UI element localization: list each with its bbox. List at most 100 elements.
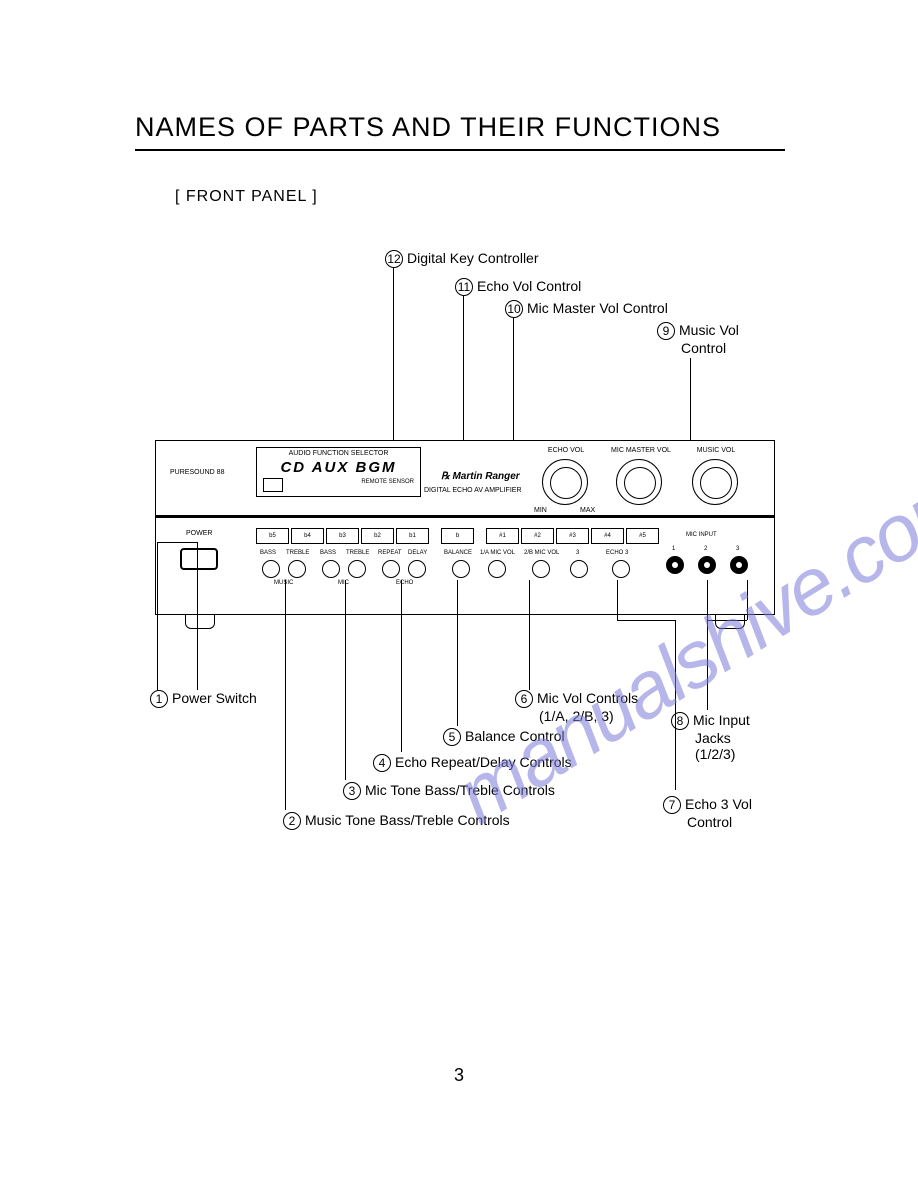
- mic-tone-knobs: [318, 560, 370, 578]
- callout-5-line: [457, 580, 458, 726]
- callout-11-num: 11: [455, 278, 473, 296]
- page-number: 3: [0, 1065, 918, 1086]
- callout-7: 7Echo 3 Vol Control: [663, 796, 752, 830]
- echo-group-label: ECHO: [396, 580, 413, 586]
- echo-ctrl-knobs: [378, 560, 430, 578]
- delay-knob: [408, 560, 426, 578]
- callout-8-line: [707, 580, 708, 710]
- device-bottom-section: POWER b5 b4 b3 b2 b1 b #1 #2 #3 #4 #5 BA…: [156, 516, 774, 614]
- callout-3-label: Mic Tone Bass/Treble Controls: [365, 782, 555, 798]
- callout-2-num: 2: [283, 812, 301, 830]
- mic-vol-knob: [570, 560, 588, 578]
- echo-vol-knob: [542, 459, 588, 505]
- echo3-knob-group: [608, 560, 634, 578]
- mic-input-label: MIC INPUT: [686, 532, 717, 538]
- callout-10: 10Mic Master Vol Control: [505, 300, 668, 318]
- callout-7-line: [617, 580, 618, 620]
- max-label-1: MAX: [580, 507, 595, 514]
- bass-label-2: BASS: [320, 550, 336, 556]
- callout-7-num: 7: [663, 796, 681, 814]
- key-btn: b5: [256, 528, 289, 544]
- callout-12: 12Digital Key Controller: [385, 250, 539, 268]
- bass-label-1: BASS: [260, 550, 276, 556]
- balance-label: BALANCE: [444, 550, 472, 556]
- page-title: NAMES OF PARTS AND THEIR FUNCTIONS: [135, 112, 785, 151]
- model-label: PURESOUND 88: [170, 469, 224, 476]
- callout-11-label: Echo Vol Control: [477, 278, 581, 294]
- callout-6-label: Mic Vol Controls: [537, 690, 638, 706]
- bass-knob: [262, 560, 280, 578]
- device-panel: PURESOUND 88 AUDIO FUNCTION SELECTOR CD …: [155, 440, 775, 615]
- callout-5-label: Balance Control: [465, 728, 565, 744]
- key-btn: #3: [556, 528, 589, 544]
- callout-6-num: 6: [515, 690, 533, 708]
- selector-title: AUDIO FUNCTION SELECTOR: [257, 450, 420, 457]
- callout-1: 1Power Switch: [150, 690, 257, 708]
- callout-8-label3: (1/2/3): [695, 746, 750, 762]
- callout-4-label: Echo Repeat/Delay Controls: [395, 754, 572, 770]
- echo-vol-label: ECHO VOL: [536, 447, 596, 454]
- callout-10-label: Mic Master Vol Control: [527, 300, 668, 316]
- device-foot-icon: [715, 615, 745, 629]
- balance-knob: [452, 560, 470, 578]
- callout-1-line2: [157, 542, 158, 690]
- mic-group-label: MIC: [338, 580, 349, 586]
- balance-knob-group: [448, 560, 474, 578]
- callout-9-num: 9: [657, 322, 675, 340]
- key-btn: b: [441, 528, 474, 544]
- callout-1-hline: [157, 542, 197, 543]
- remote-sensor-icon: [263, 478, 283, 492]
- callout-3-line: [345, 580, 346, 780]
- key-button-row: b5 b4 b3 b2 b1 b #1 #2 #3 #4 #5: [256, 528, 659, 544]
- callout-5-num: 5: [443, 728, 461, 746]
- callout-9-label2: Control: [681, 340, 739, 356]
- music-group-label: MUSIC: [274, 580, 293, 586]
- callout-1-num: 1: [150, 690, 168, 708]
- callout-9: 9Music Vol Control: [657, 322, 739, 356]
- music-tone-knobs: [258, 560, 310, 578]
- device-top-section: PURESOUND 88 AUDIO FUNCTION SELECTOR CD …: [156, 441, 774, 516]
- callout-6-line: [529, 580, 530, 690]
- music-vol-knob: [692, 459, 738, 505]
- callout-2: 2Music Tone Bass/Treble Controls: [283, 812, 510, 830]
- callout-8: 8Mic Input Jacks (1/2/3): [671, 712, 750, 762]
- repeat-label: REPEAT: [378, 550, 402, 556]
- key-btn: #2: [521, 528, 554, 544]
- callout-12-line: [393, 268, 394, 448]
- delay-label: DELAY: [408, 550, 427, 556]
- mic-master-knob: [616, 459, 662, 505]
- echo3-label: ECHO 3: [606, 550, 628, 556]
- callout-3: 3Mic Tone Bass/Treble Controls: [343, 782, 555, 800]
- callout-4: 4Echo Repeat/Delay Controls: [373, 754, 572, 772]
- treble-label-1: TREBLE: [286, 550, 309, 556]
- music-vol-label: MUSIC VOL: [686, 447, 746, 454]
- treble-label-2: TREBLE: [346, 550, 369, 556]
- mic-vol-3-label: 3: [576, 550, 579, 556]
- bass-knob: [322, 560, 340, 578]
- section-subtitle: [ FRONT PANEL ]: [175, 188, 318, 206]
- callout-10-line: [513, 318, 514, 458]
- callout-12-num: 12: [385, 250, 403, 268]
- callout-2-label: Music Tone Bass/Treble Controls: [305, 812, 510, 828]
- callout-6: 6Mic Vol Controls (1/A, 2/B, 3): [515, 690, 638, 724]
- callout-5: 5Balance Control: [443, 728, 565, 746]
- callout-7-hline: [617, 620, 675, 621]
- mic-jack-2-icon: [698, 556, 716, 574]
- callout-6-label2: (1/A, 2/B, 3): [539, 708, 638, 724]
- callout-2-line: [285, 580, 286, 810]
- key-btn: #5: [626, 528, 659, 544]
- callout-4-line: [401, 580, 402, 752]
- treble-knob: [288, 560, 306, 578]
- callout-8-line2: [747, 580, 748, 620]
- mic-vol-knob: [488, 560, 506, 578]
- callout-8-hline: [707, 620, 747, 621]
- callout-1-line: [197, 542, 198, 690]
- key-btn: #1: [486, 528, 519, 544]
- callout-7-label2: Control: [687, 814, 752, 830]
- device-foot-icon: [185, 615, 215, 629]
- callout-10-num: 10: [505, 300, 523, 318]
- callout-1-label: Power Switch: [172, 690, 257, 706]
- power-button-icon: [180, 548, 218, 570]
- front-panel-diagram: 12Digital Key Controller 11Echo Vol Cont…: [155, 240, 775, 880]
- selector-options: CD AUX BGM: [257, 459, 420, 476]
